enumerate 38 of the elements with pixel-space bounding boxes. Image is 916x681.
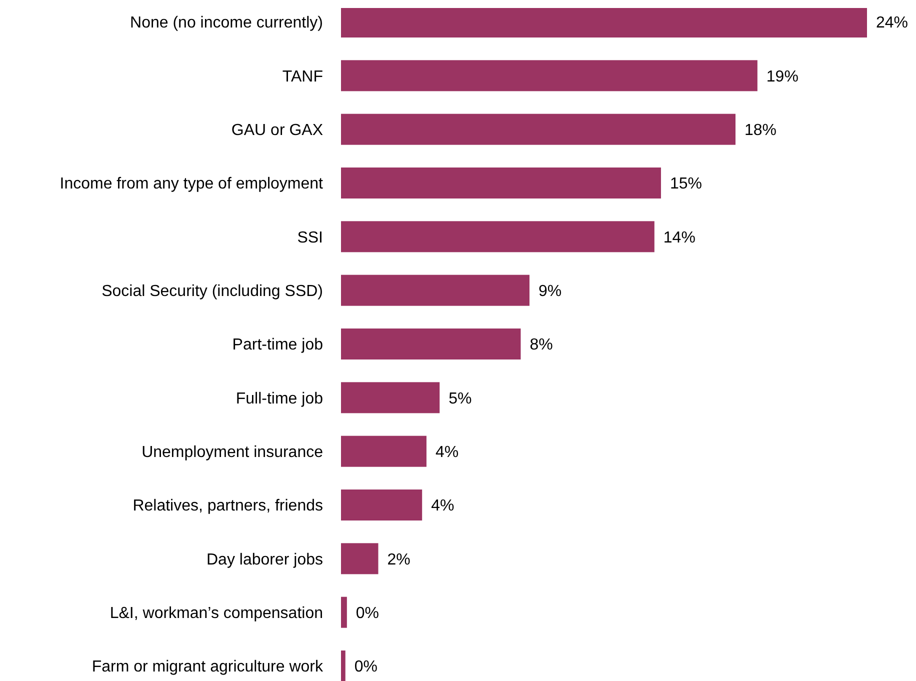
bar (341, 274, 530, 306)
data-label: 5% (448, 390, 472, 408)
bar (341, 543, 378, 574)
y-tick-label: L&I, workman’s compensation (110, 604, 323, 622)
bar (341, 490, 422, 520)
data-label: 19% (766, 68, 798, 86)
y-tick-label: SSI (297, 229, 323, 246)
bar (341, 221, 654, 252)
y-tick-label: Income from any type of employment (60, 176, 324, 193)
bar (341, 60, 758, 92)
data-label: 0% (354, 658, 378, 676)
y-tick-label: Unemployment insurance (142, 444, 324, 461)
data-label: 18% (744, 122, 777, 139)
bar (341, 114, 736, 145)
data-label: 0% (356, 604, 380, 622)
bar (341, 328, 521, 360)
y-tick-label: Farm or migrant agriculture work (92, 658, 324, 676)
bar (341, 168, 661, 198)
bar (341, 650, 346, 681)
data-label: 8% (530, 336, 553, 354)
y-tick-label: TANF (282, 68, 324, 86)
bar (341, 596, 347, 628)
data-label: 14% (663, 229, 696, 246)
data-label: 24% (876, 14, 908, 32)
bar (341, 436, 426, 467)
y-tick-label: Relatives, partners, friends (132, 498, 323, 515)
y-tick-label: Day laborer jobs (206, 551, 323, 568)
data-label: 15% (670, 176, 702, 193)
data-label: 4% (435, 444, 459, 461)
y-tick-label: Social Security (including SSD) (102, 282, 323, 300)
data-label: 9% (538, 282, 562, 300)
bar (341, 382, 440, 414)
y-tick-label: Part-time job (232, 336, 324, 354)
y-tick-label: None (no income currently) (130, 14, 323, 32)
data-label: 2% (387, 551, 410, 568)
y-tick-label: GAU or GAX (231, 122, 324, 139)
data-label: 4% (431, 498, 454, 515)
y-tick-label: Full-time job (236, 390, 324, 408)
